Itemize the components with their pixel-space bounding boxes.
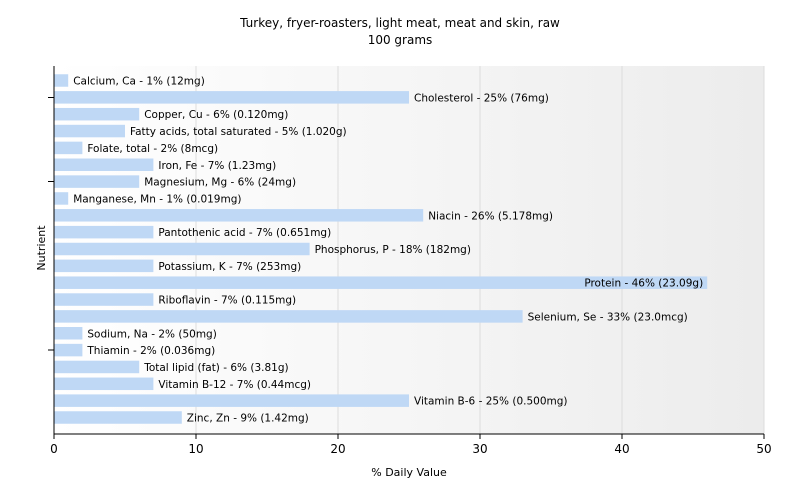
bar-label-9: Pantothenic acid - 7% (0.651mg) — [158, 227, 331, 239]
bar-15 — [54, 327, 83, 340]
bar-6 — [54, 175, 140, 188]
bar-label-18: Vitamin B-12 - 7% (0.44mcg) — [158, 379, 311, 391]
bar-11 — [54, 259, 154, 273]
bar-9 — [54, 225, 154, 239]
y-axis-label: Nutrient — [35, 225, 48, 271]
bar-label-7: Manganese, Mn - 1% (0.019mg) — [73, 193, 241, 205]
x-tick-label-5: 50 — [756, 442, 771, 456]
bar-label-15: Sodium, Na - 2% (50mg) — [87, 328, 216, 340]
bar-20 — [54, 411, 182, 424]
bar-label-0: Calcium, Ca - 1% (12mg) — [73, 76, 205, 88]
bar-4 — [54, 141, 83, 155]
bar-label-1: Cholesterol - 25% (76mg) — [414, 92, 549, 104]
bar-13 — [54, 293, 154, 306]
bar-10 — [54, 242, 310, 256]
bar-19 — [54, 394, 409, 407]
chart-subtitle: 100 grams — [368, 33, 433, 47]
bar-label-16: Thiamin - 2% (0.036mg) — [86, 345, 215, 357]
x-tick-label-0: 0 — [50, 442, 58, 456]
x-tick-label-3: 30 — [472, 442, 487, 456]
bar-16 — [54, 343, 83, 357]
x-tick-label-2: 20 — [330, 442, 345, 456]
bar-label-17: Total lipid (fat) - 6% (3.81g) — [143, 362, 288, 374]
bar-label-14: Selenium, Se - 33% (23.0mcg) — [528, 311, 688, 323]
bar-label-12: Protein - 46% (23.09g) — [584, 278, 703, 290]
bar-3 — [54, 124, 125, 138]
bar-7 — [54, 192, 69, 205]
bar-label-8: Niacin - 26% (5.178mg) — [428, 210, 553, 222]
bar-label-13: Riboflavin - 7% (0.115mg) — [158, 295, 296, 307]
bar-label-3: Fatty acids, total saturated - 5% (1.020… — [130, 126, 347, 138]
bar-18 — [54, 377, 154, 391]
x-axis-label: % Daily Value — [371, 466, 447, 479]
bar-label-5: Iron, Fe - 7% (1.23mg) — [158, 160, 276, 172]
bar-1 — [54, 91, 409, 104]
x-tick-label-1: 10 — [188, 442, 203, 456]
bars: Calcium, Ca - 1% (12mg) Cholesterol - 25%… — [54, 74, 708, 425]
x-tick-label-4: 40 — [614, 442, 629, 456]
bar-8 — [54, 209, 424, 222]
axes: 0 10 20 30 40 50 — [48, 66, 772, 456]
bar-label-11: Potassium, K - 7% (253mg) — [158, 261, 301, 273]
bar-14 — [54, 310, 523, 323]
grid-lines — [195, 66, 765, 434]
bar-12 — [54, 276, 708, 289]
bar-5 — [54, 158, 154, 171]
bar-label-6: Magnesium, Mg - 6% (24mg) — [144, 177, 296, 189]
bar-label-19: Vitamin B-6 - 25% (0.500mg) — [414, 396, 568, 408]
bar-17 — [54, 360, 140, 374]
chart-title: Turkey, fryer-roasters, light meat, meat… — [239, 16, 560, 30]
bar-label-10: Phosphorus, P - 18% (182mg) — [315, 244, 471, 256]
bar-label-2: Copper, Cu - 6% (0.120mg) — [144, 109, 288, 121]
bar-0 — [54, 74, 69, 87]
bar-label-20: Zinc, Zn - 9% (1.42mg) — [187, 413, 309, 425]
bar-label-4: Folate, total - 2% (8mcg) — [87, 143, 218, 155]
bar-2 — [54, 107, 140, 121]
